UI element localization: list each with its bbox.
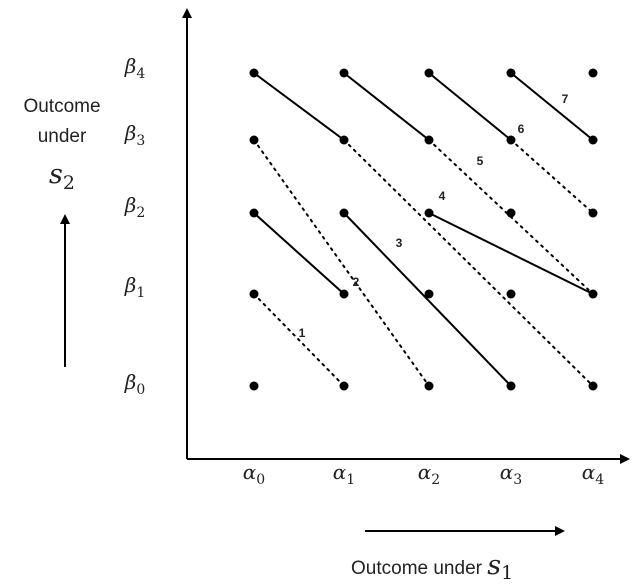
grid-point-a0-b2 — [249, 208, 259, 218]
segment-dotted-0 — [253, 293, 345, 387]
grid-point-a0-b1 — [249, 289, 259, 299]
y-tick-labels: β0 β1 β2 β3 β4 — [124, 54, 146, 398]
grid-point-a3-b2 — [506, 208, 516, 218]
grid-point-a1-b1 — [339, 289, 349, 299]
x-tick-alpha1: α1 — [333, 460, 355, 488]
segment-solid-6 — [428, 212, 594, 295]
segment-solid-1 — [253, 212, 345, 295]
x-tick-alpha2: α2 — [418, 460, 440, 488]
y-tick-beta0: β0 — [124, 370, 145, 398]
grid-point-a2-b4 — [424, 68, 434, 78]
grid-point-a1-b4 — [339, 68, 349, 78]
grid-point-a2-b2 — [424, 208, 434, 218]
segment-dotted-2 — [253, 139, 430, 387]
grid-point-a4-b4 — [588, 68, 598, 78]
y-axis-var-subscript: 2 — [63, 172, 75, 194]
grid-point-a2-b3 — [424, 135, 434, 145]
y-axis-var-symbol: s — [49, 159, 63, 190]
y-axis-label-line2: under — [38, 126, 87, 147]
x-axis-var-symbol: s — [487, 550, 501, 581]
region-label-2: 2 — [353, 275, 360, 289]
segment-solid-7 — [428, 72, 512, 141]
grid-point-a3-b3 — [506, 135, 516, 145]
y-tick-beta3: β3 — [124, 121, 145, 149]
y-tick-beta1: β1 — [124, 273, 145, 301]
grid-point-a1-b0 — [339, 381, 349, 391]
segment-solid-3 — [253, 72, 345, 141]
segment-solid-11 — [510, 72, 594, 141]
x-axis-var-subscript: 1 — [501, 562, 513, 584]
grid-point-a4-b1 — [588, 289, 598, 299]
region-label-3: 3 — [396, 236, 403, 250]
grid-point-a3-b1 — [506, 289, 516, 299]
grid-point-a0-b3 — [249, 135, 259, 145]
segment-dotted-8 — [510, 139, 594, 214]
grid-point-a4-b2 — [588, 208, 598, 218]
grid-points-layer — [249, 68, 598, 391]
x-tick-alpha0: α0 — [243, 460, 265, 488]
x-tick-labels: α0 α1 α2 α3 α4 — [243, 460, 605, 488]
x-axis-label: Outcome under s1 — [351, 550, 513, 584]
y-axis-label-line1: Outcome — [23, 96, 100, 117]
region-label-6: 6 — [518, 122, 525, 136]
grid-point-a0-b0 — [249, 381, 259, 391]
grid-point-a2-b1 — [424, 289, 434, 299]
grid-point-a2-b0 — [424, 381, 434, 391]
grid-point-a0-b4 — [249, 68, 259, 78]
x-tick-alpha3: α3 — [500, 460, 522, 488]
y-axis-label-var: s2 — [49, 159, 75, 194]
grid-point-a1-b3 — [339, 135, 349, 145]
grid-point-a1-b2 — [339, 208, 349, 218]
grid-point-a3-b0 — [506, 381, 516, 391]
grid-point-a3-b4 — [506, 68, 516, 78]
y-tick-beta4: β4 — [124, 54, 146, 82]
grid-point-a4-b3 — [588, 135, 598, 145]
region-label-5: 5 — [477, 154, 484, 168]
segment-dotted-5 — [343, 139, 594, 387]
x-axis-label-text: Outcome under — [351, 558, 487, 579]
region-label-7: 7 — [562, 92, 569, 106]
region-label-4: 4 — [439, 189, 446, 203]
segment-solid-4 — [343, 212, 512, 387]
region-labels: 1 2 3 4 5 6 7 — [299, 92, 569, 340]
region-label-1: 1 — [299, 326, 306, 340]
segment-solid-9 — [343, 72, 430, 141]
y-tick-beta2: β2 — [124, 193, 145, 221]
grid-point-a4-b0 — [588, 381, 598, 391]
x-tick-alpha4: α4 — [582, 460, 605, 488]
